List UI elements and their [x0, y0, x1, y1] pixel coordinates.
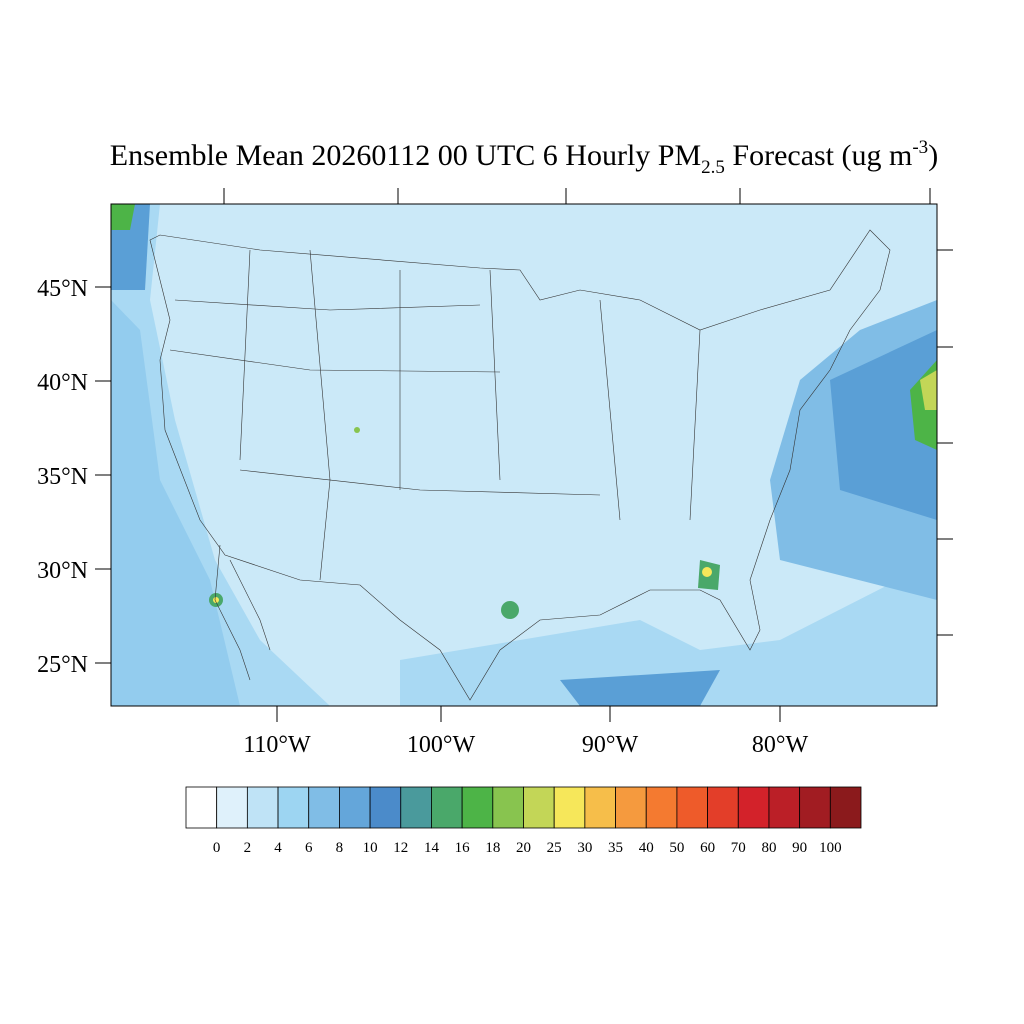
colorbar-swatch [645, 786, 678, 829]
colorbar-swatch [431, 786, 463, 829]
colorbar-label: 14 [424, 840, 440, 856]
colorbar-swatch [308, 786, 340, 829]
colorbar-label: 90 [792, 840, 807, 856]
colorbar-swatch [707, 786, 739, 829]
colorbar: 0 2 4 6 8 10 12 14 16 18 20 25 30 35 40 50 60 70 80 90 100 [185, 786, 862, 856]
lat-label: 30°N [37, 558, 88, 584]
colorbar-label: 2 [244, 840, 252, 856]
title-superscript: -3 [912, 137, 928, 158]
colorbar-label: 8 [336, 840, 344, 856]
colorbar-swatch [553, 786, 586, 829]
colorbar-label: 40 [639, 840, 654, 856]
colorbar-label: 6 [305, 840, 313, 856]
colorbar-label: 12 [393, 840, 408, 856]
colorbar-swatch [829, 786, 862, 829]
colorbar-label: 50 [669, 840, 684, 856]
colorbar-swatch [277, 786, 310, 829]
map-ticks [95, 188, 953, 722]
colorbar-swatch [737, 786, 770, 829]
colorbar-swatch [185, 786, 218, 829]
colorbar-label: 25 [547, 840, 562, 856]
colorbar-label: 16 [455, 840, 471, 856]
lon-label: 110°W [243, 732, 311, 758]
title: Ensemble Mean 20260112 00 UTC 6 Hourly P… [110, 137, 938, 178]
lon-label: 100°W [407, 732, 476, 758]
title-main: Ensemble Mean 20260112 00 UTC 6 Hourly P… [110, 139, 701, 172]
colorbar-label: 70 [731, 840, 746, 856]
lat-label: 45°N [37, 276, 88, 302]
colorbar-swatch [461, 786, 494, 829]
lat-label: 35°N [37, 464, 88, 490]
lon-label: 90°W [582, 732, 639, 758]
colorbar-swatch [676, 786, 708, 829]
colorbar-swatch [492, 786, 524, 829]
colorbar-swatch [799, 786, 831, 829]
lat-label: 40°N [37, 370, 88, 396]
colorbar-swatch [615, 786, 647, 829]
colorbar-label: 60 [700, 840, 715, 856]
colorbar-label: 4 [274, 840, 282, 856]
colorbar-label: 100 [819, 840, 842, 856]
lat-label: 25°N [37, 652, 88, 678]
colorbar-label: 30 [577, 840, 592, 856]
colorbar-label: 10 [363, 840, 378, 856]
colorbar-label: 18 [485, 840, 500, 856]
colorbar-swatch [523, 786, 555, 829]
colorbar-swatch [768, 786, 801, 829]
title-end: ) [928, 139, 938, 172]
colorbar-label: 35 [608, 840, 623, 856]
colorbar-label: 80 [761, 840, 776, 856]
colorbar-swatch [216, 786, 248, 829]
colorbar-swatch [584, 786, 616, 829]
colorbar-swatch [339, 786, 371, 829]
lon-label: 80°W [752, 732, 809, 758]
colorbar-swatch [246, 786, 279, 829]
map-frame [110, 203, 938, 707]
map-field [111, 204, 937, 706]
colorbar-label: 0 [213, 840, 221, 856]
colorbar-swatch [400, 786, 432, 829]
colorbar-swatch [369, 786, 402, 829]
title-middle: Forecast (ug m [725, 139, 912, 172]
title-subscript: 2.5 [701, 157, 725, 178]
colorbar-label: 20 [516, 840, 531, 856]
